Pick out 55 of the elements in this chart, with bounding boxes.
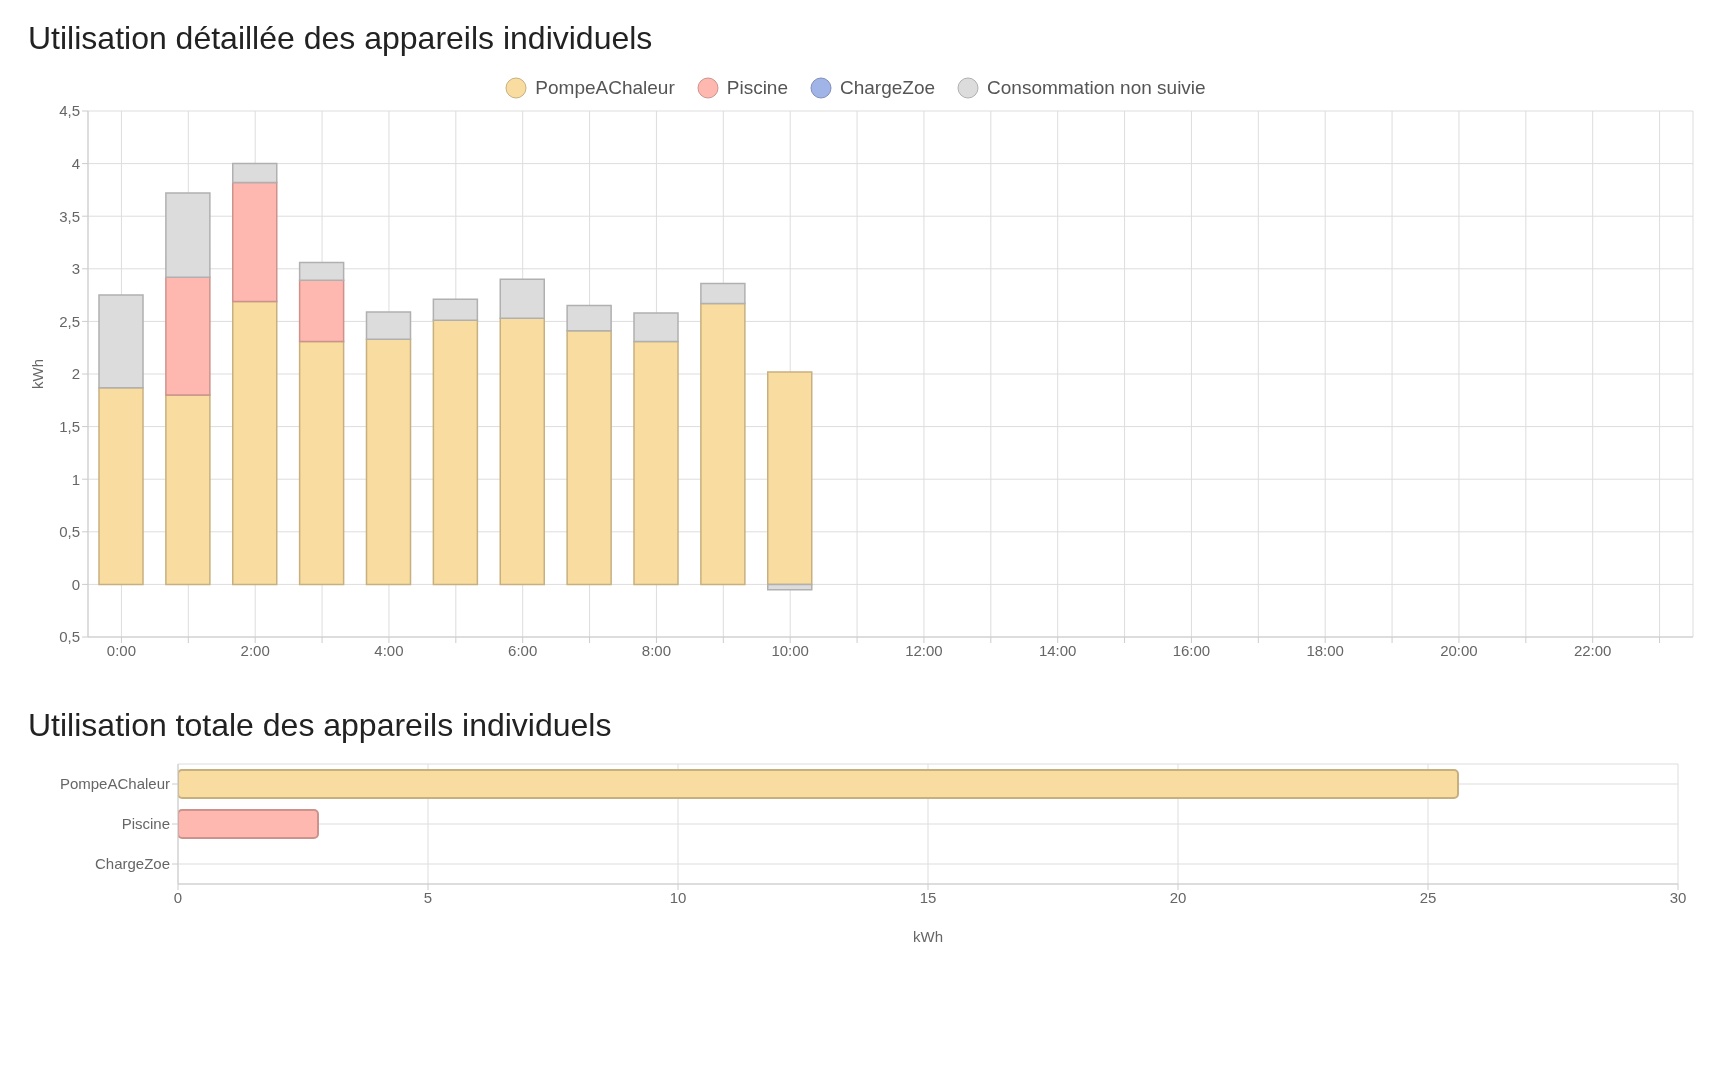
bar bbox=[633, 340, 679, 586]
x-tick-label: 18:00 bbox=[1306, 641, 1344, 659]
y-tick-label: Piscine bbox=[121, 815, 170, 833]
y-axis-title: kWh bbox=[29, 359, 47, 389]
x-tick-label: 12:00 bbox=[905, 641, 943, 659]
x-tick-label: 22:00 bbox=[1573, 641, 1612, 659]
y-tick-label: 1,5 bbox=[59, 417, 80, 435]
x-tick-label: 5 bbox=[423, 888, 433, 906]
x-tick-label: 20 bbox=[1169, 888, 1187, 906]
bar bbox=[499, 317, 545, 586]
legend-label: ChargeZoe bbox=[839, 77, 936, 99]
y-tick-label: 0 bbox=[71, 575, 80, 593]
x-tick-label: 10 bbox=[669, 888, 687, 906]
x-tick-label: 16:00 bbox=[1172, 641, 1211, 659]
x-tick-label: 0:00 bbox=[106, 641, 137, 659]
y-tick-label: 4,5 bbox=[59, 102, 80, 120]
bar bbox=[767, 371, 813, 586]
y-tick-label: 4 bbox=[71, 154, 80, 172]
legend-label: Piscine bbox=[726, 77, 788, 99]
bar bbox=[432, 319, 479, 586]
x-tick-label: 25 bbox=[1419, 888, 1437, 906]
y-tick-label: 2,5 bbox=[59, 312, 80, 330]
y-tick-label: 0,5 bbox=[59, 523, 80, 541]
legend-label: PompeAChaleur bbox=[535, 77, 675, 99]
bar bbox=[165, 276, 211, 396]
bar bbox=[232, 181, 278, 303]
x-tick-label: 0 bbox=[173, 888, 183, 906]
bar bbox=[232, 300, 278, 586]
x-axis-title: kWh bbox=[913, 928, 943, 945]
y-tick-label: 3,5 bbox=[59, 207, 80, 225]
y-tick-label: 2 bbox=[71, 365, 80, 383]
y-tick-label: 0,5 bbox=[59, 628, 80, 646]
bar bbox=[700, 302, 746, 586]
y-tick-label: ChargeZoe bbox=[94, 855, 170, 873]
y-tick-label: 3 bbox=[71, 260, 80, 278]
chart-title: Utilisation détaillée des appareils individuels bbox=[28, 20, 654, 57]
x-tick-label: 10:00 bbox=[771, 641, 809, 659]
x-tick-label: 4:00 bbox=[374, 641, 404, 659]
chart-title: Utilisation totale des appareils individuels bbox=[28, 707, 613, 744]
x-tick-label: 20:00 bbox=[1440, 641, 1478, 659]
x-tick-label: 2:00 bbox=[240, 641, 270, 659]
bar bbox=[566, 330, 612, 586]
y-tick-label: PompeAChaleur bbox=[59, 775, 170, 793]
bar bbox=[298, 279, 345, 343]
y-tick-label: 1 bbox=[71, 470, 80, 488]
bar bbox=[98, 386, 144, 586]
x-tick-label: 8:00 bbox=[641, 641, 672, 659]
x-tick-label: 15 bbox=[919, 888, 937, 906]
x-tick-label: 30 bbox=[1669, 888, 1687, 906]
bar bbox=[298, 340, 345, 586]
bar bbox=[365, 338, 412, 586]
x-tick-label: 6:00 bbox=[508, 641, 538, 659]
legend-label: Consommation non suivie bbox=[987, 77, 1206, 99]
x-tick-label: 14:00 bbox=[1038, 641, 1077, 659]
bar bbox=[165, 394, 211, 586]
